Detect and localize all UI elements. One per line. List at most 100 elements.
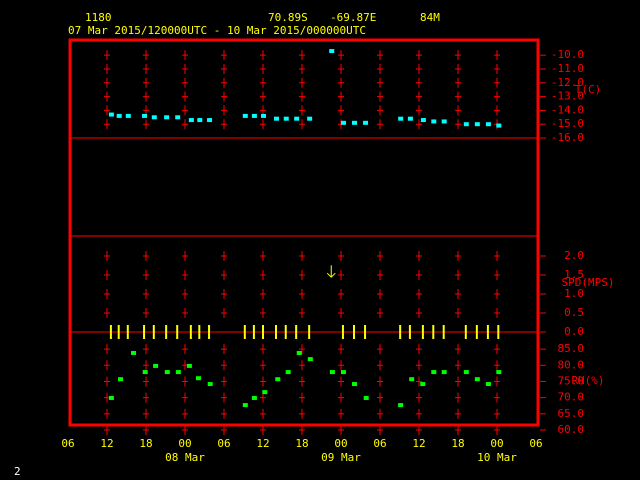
grid-cross xyxy=(455,270,461,280)
grid-cross xyxy=(143,77,149,88)
point xyxy=(398,403,404,408)
grid-cross xyxy=(221,63,227,74)
grid-cross xyxy=(104,119,110,130)
grid-cross xyxy=(299,408,305,419)
grid-cross xyxy=(338,392,344,403)
grid-cross xyxy=(182,425,188,435)
point xyxy=(340,370,346,375)
calm-barb xyxy=(275,325,277,339)
grid-cross xyxy=(455,344,461,355)
grid-cross xyxy=(143,289,149,299)
grid-cross xyxy=(377,425,383,435)
calm-barb xyxy=(109,325,112,339)
point xyxy=(441,370,447,375)
point xyxy=(196,376,201,381)
calm-barb xyxy=(295,325,298,339)
grid-cross xyxy=(104,270,110,280)
point xyxy=(398,116,404,121)
grid-cross xyxy=(260,308,266,318)
grid-cross xyxy=(221,105,227,116)
grid-cross xyxy=(338,50,344,61)
grid-cross xyxy=(260,50,266,61)
x-tick-label: 12 xyxy=(256,437,269,450)
grid-cross xyxy=(377,63,383,74)
calm-barb xyxy=(408,325,411,339)
point xyxy=(329,49,335,54)
y-tick-label: 1.5 xyxy=(564,268,584,281)
grid-cross xyxy=(143,425,149,435)
grid-cross xyxy=(416,376,422,387)
point xyxy=(441,119,447,124)
wind-arrow xyxy=(326,265,336,278)
point xyxy=(431,119,437,124)
y-tick-label: 0.0 xyxy=(564,325,584,338)
axis-label: T(C) xyxy=(575,83,602,96)
grid-cross xyxy=(416,105,422,116)
point xyxy=(463,122,469,127)
grid-cross xyxy=(104,91,110,102)
grid-cross xyxy=(182,50,188,61)
calm-barb xyxy=(117,325,120,339)
calm-barb xyxy=(176,325,179,339)
grid-cross xyxy=(182,308,188,318)
grid-cross xyxy=(377,408,383,419)
grid-cross xyxy=(416,289,422,299)
grid-cross xyxy=(416,50,422,61)
grid-cross xyxy=(377,344,383,355)
latitude: 70.89S xyxy=(268,11,308,24)
calm-barb xyxy=(486,325,489,339)
y-tick-label: 0.5 xyxy=(564,306,584,319)
grid-cross xyxy=(494,425,500,435)
grid-cross xyxy=(338,425,344,435)
grid-cross xyxy=(104,376,110,387)
grid-cross xyxy=(104,77,110,88)
grid-cross xyxy=(299,344,305,355)
grid-cross xyxy=(338,251,344,261)
grid-cross xyxy=(260,425,266,435)
calm-barb xyxy=(262,325,264,339)
y-tick-label: 1.0 xyxy=(564,287,584,300)
grid-cross xyxy=(455,50,461,61)
grid-cross xyxy=(494,50,500,61)
grid-cross xyxy=(299,50,305,61)
grid-cross xyxy=(260,270,266,280)
grid-cross xyxy=(260,251,266,261)
point xyxy=(186,363,192,368)
point xyxy=(329,370,335,375)
calm-barb xyxy=(152,325,155,339)
station-id: 1180 xyxy=(85,11,112,24)
grid-cross xyxy=(143,308,149,318)
grid-cross xyxy=(182,270,188,280)
grid-cross xyxy=(455,63,461,74)
grid-cross xyxy=(416,425,422,435)
grid-cross xyxy=(377,50,383,61)
grid-cross xyxy=(299,77,305,88)
y-tick-label: -15.0 xyxy=(551,117,584,130)
point xyxy=(285,370,291,375)
grid-cross xyxy=(494,77,500,88)
point xyxy=(474,377,480,382)
y-tick-label: 60.0 xyxy=(558,423,585,436)
calm-barb xyxy=(243,325,246,339)
x-date-label: 10 Mar xyxy=(477,451,517,464)
grid-cross xyxy=(455,308,461,318)
point xyxy=(164,370,170,375)
grid-cross xyxy=(377,77,383,88)
grid-cross xyxy=(338,63,344,74)
grid-cross xyxy=(338,408,344,419)
grid-cross xyxy=(494,408,500,419)
grid-cross xyxy=(416,408,422,419)
x-date-label: 08 Mar xyxy=(165,451,205,464)
grid-cross xyxy=(143,50,149,61)
grid-cross xyxy=(377,270,383,280)
grid-cross xyxy=(377,308,383,318)
x-date-label: 09 Mar xyxy=(321,451,361,464)
calm-barb xyxy=(464,325,467,339)
grid-cross xyxy=(260,360,266,371)
x-tick-label: 00 xyxy=(178,437,191,450)
grid-cross xyxy=(299,105,305,116)
grid-cross xyxy=(455,360,461,371)
point xyxy=(151,115,157,120)
grid-cross xyxy=(338,344,344,355)
